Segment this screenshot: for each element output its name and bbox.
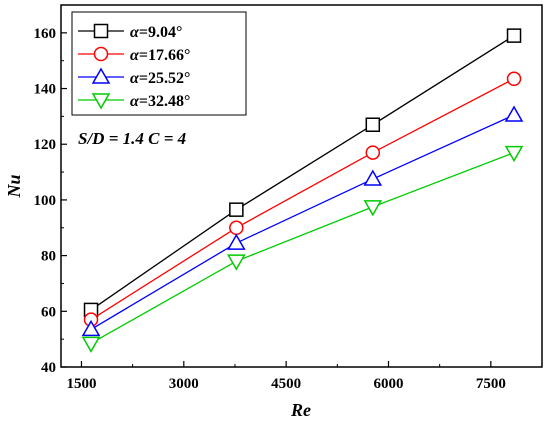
series-layer [81,28,524,353]
legend-marker-0 [93,23,109,39]
y-tick-label-2: 80 [41,249,56,265]
legend-label-value-3: =32.48° [139,93,191,110]
data-point-3-2 [363,200,383,217]
x-tick-label-0: 1500 [66,376,96,392]
legend-label-1: α=17.66° [130,47,190,64]
x-tick-label-2: 4500 [271,376,301,392]
legend-label-value-2: =25.52° [139,70,191,87]
data-point-2-0 [81,319,101,337]
legend-marker-3 [91,93,111,110]
data-point-3-3 [504,145,524,163]
legend-label-2: α=25.52° [130,70,190,87]
y-tick-label-5: 140 [34,82,57,98]
data-point-2-3 [504,105,524,122]
series-line-3 [90,151,515,344]
data-point-0-3 [506,28,522,43]
series-line-1 [90,78,515,321]
data-point-1-1 [229,220,244,236]
legend-marker-1 [93,46,109,62]
legend-entries: α=9.04°α=17.66°α=25.52°α=32.48° [78,23,190,110]
data-point-1-3 [506,71,522,87]
legend-label-0: α=9.04° [130,24,182,41]
data-point-2-2 [363,169,383,186]
legend-label-prefix-3: α [130,93,140,110]
y-tick-label-1: 60 [41,304,56,320]
legend: α=9.04°α=17.66°α=25.52°α=32.48° [71,11,247,116]
chart-annotation: S/D = 1.4 C = 4 [78,129,186,148]
x-tick-label-1: 3000 [169,376,199,392]
data-point-0-2 [365,117,381,132]
legend-label-prefix-0: α [130,24,140,41]
data-point-0-1 [229,202,244,217]
legend-label-prefix-2: α [130,70,140,87]
y-tick-label-4: 120 [34,137,57,153]
data-point-3-0 [81,336,101,353]
y-axis-title: Nu [4,174,24,198]
y-tick-label-3: 100 [34,193,57,209]
x-axis-title: Re [290,400,311,420]
legend-label-prefix-1: α [130,47,140,64]
y-tick-label-6: 160 [34,26,57,42]
series-line-0 [90,35,515,311]
data-point-2-1 [227,233,246,250]
plot-frame [60,4,543,368]
legend-label-3: α=32.48° [130,93,190,110]
legend-label-value-0: =9.04° [139,24,183,41]
series-line-2 [90,114,515,330]
data-point-3-1 [227,254,246,271]
x-tick-label-3: 6000 [373,376,403,392]
data-point-1-2 [365,145,381,160]
x-tick-label-4: 7500 [476,376,506,392]
y-tick-label-0: 40 [41,360,56,376]
legend-label-value-1: =17.66° [139,47,191,64]
legend-marker-2 [91,67,111,84]
ticks-layer: 1500 3000 4500 6000 7500 40 60 80 100 120 140 160 [34,26,506,392]
